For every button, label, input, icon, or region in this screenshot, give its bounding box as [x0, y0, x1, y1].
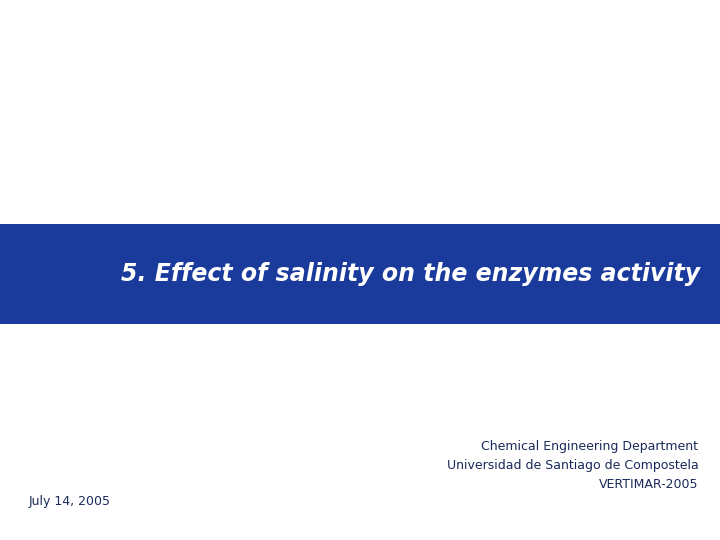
Text: Chemical Engineering Department
Universidad de Santiago de Compostela
VERTIMAR-2: Chemical Engineering Department Universi… [446, 441, 698, 491]
Text: 5. Effect of salinity on the enzymes activity: 5. Effect of salinity on the enzymes act… [121, 262, 700, 286]
Bar [0, 224, 720, 324]
Text: July 14, 2005: July 14, 2005 [29, 495, 111, 508]
